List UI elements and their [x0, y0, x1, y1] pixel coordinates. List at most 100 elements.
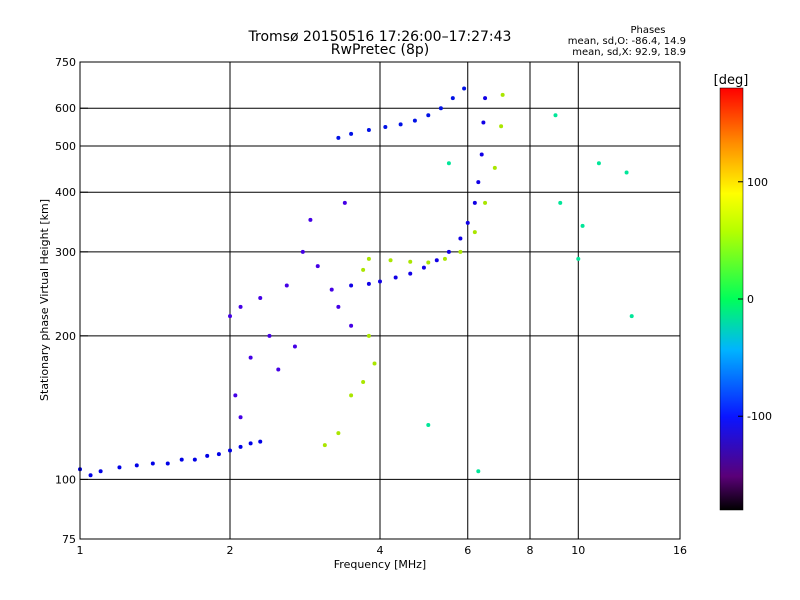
- data-point: [596, 161, 601, 166]
- x-axis-ticks: 1 2 4 6 8 10 16: [77, 544, 688, 557]
- data-point: [349, 323, 354, 328]
- data-point: [580, 223, 585, 228]
- data-point: [383, 125, 388, 130]
- data-point: [361, 267, 366, 272]
- data-point: [192, 457, 197, 462]
- data-point: [438, 106, 443, 111]
- data-point: [426, 113, 431, 118]
- phases-o-stats: mean, sd,O: -86.4, 14.9: [568, 36, 686, 47]
- data-point: [228, 448, 232, 453]
- chart-subtitle: RwPretec (8p): [331, 42, 429, 58]
- y-tick-label: 400: [55, 186, 76, 199]
- data-point: [342, 200, 347, 205]
- x-axis-label: Frequency [MHz]: [334, 558, 426, 571]
- data-point: [421, 265, 426, 270]
- y-tick-label: 300: [55, 246, 76, 259]
- data-point: [366, 256, 371, 261]
- data-point: [499, 124, 504, 129]
- data-point: [117, 465, 122, 470]
- data-point: [267, 333, 272, 338]
- data-point: [483, 96, 488, 101]
- colorbar-tick-label: -100: [747, 410, 772, 423]
- y-axis-ticks: 75 100 200 300 400 500 600 750: [55, 56, 88, 546]
- data-point: [446, 249, 451, 254]
- data-point: [134, 463, 139, 468]
- data-point: [366, 333, 371, 338]
- data-point: [228, 314, 232, 319]
- data-point: [216, 452, 221, 457]
- data-point: [88, 473, 93, 478]
- x-tick-label: 2: [227, 544, 234, 557]
- data-point: [472, 230, 477, 235]
- x-tick-label: 16: [673, 544, 687, 557]
- data-point: [292, 344, 297, 349]
- data-point: [258, 296, 263, 301]
- y-tick-label: 100: [55, 473, 76, 486]
- chart-title: Tromsø 20150516 17:26:00–17:27:43: [248, 29, 512, 45]
- x-tick-label: 4: [377, 544, 384, 557]
- colorbar-label: [deg]: [714, 73, 749, 88]
- data-point: [472, 200, 477, 205]
- data-point: [336, 135, 341, 140]
- colorbar-ticks: 100 0 -100: [738, 176, 772, 423]
- data-point: [336, 304, 341, 309]
- x-tick-label: 6: [464, 544, 471, 557]
- data-point: [393, 275, 398, 280]
- data-points: [78, 86, 634, 478]
- data-point: [398, 122, 403, 127]
- x-tick-label: 8: [527, 544, 534, 557]
- y-axis-label: Stationary phase Virtual Height [km]: [38, 199, 51, 401]
- data-point: [558, 200, 563, 205]
- data-point: [481, 120, 486, 125]
- data-point: [476, 469, 481, 474]
- data-point: [308, 217, 313, 222]
- data-point: [458, 236, 463, 241]
- plot-frame: [79, 61, 681, 540]
- data-point: [233, 393, 238, 398]
- y-tick-label: 750: [55, 56, 76, 69]
- data-point: [349, 283, 354, 288]
- data-point: [408, 271, 413, 276]
- data-point: [492, 165, 497, 170]
- data-point: [624, 170, 629, 175]
- data-point: [479, 152, 484, 157]
- data-point: [284, 283, 289, 288]
- y-tick-label: 500: [55, 140, 76, 153]
- data-point: [388, 258, 393, 263]
- data-point: [300, 249, 305, 254]
- data-point: [238, 444, 243, 449]
- data-point: [248, 355, 253, 360]
- data-point: [576, 256, 581, 261]
- data-point: [179, 457, 184, 462]
- data-point: [462, 86, 467, 91]
- x-tick-label: 10: [571, 544, 585, 557]
- data-point: [450, 96, 455, 101]
- data-point: [315, 264, 320, 269]
- y-tick-label: 75: [62, 533, 76, 546]
- data-point: [150, 461, 155, 466]
- data-point: [458, 249, 463, 254]
- data-point: [336, 431, 341, 436]
- data-point: [378, 279, 382, 284]
- phases-x-stats: mean, sd,X: 92.9, 18.9: [572, 47, 686, 58]
- data-point: [476, 180, 481, 185]
- data-point: [483, 200, 488, 205]
- data-point: [426, 260, 431, 265]
- data-point: [258, 439, 263, 444]
- data-point: [98, 469, 103, 474]
- y-tick-label: 600: [55, 102, 76, 115]
- data-point: [366, 128, 371, 133]
- data-point: [629, 314, 634, 319]
- data-point: [165, 461, 170, 466]
- data-point: [248, 441, 253, 446]
- phases-heading: Phases: [630, 25, 665, 36]
- x-tick-label: 1: [77, 544, 84, 557]
- data-point: [412, 118, 417, 123]
- data-point: [446, 161, 451, 166]
- data-point: [408, 259, 413, 264]
- data-point: [276, 367, 281, 372]
- data-point: [329, 287, 334, 292]
- colorbar-tick-label: 100: [747, 176, 768, 189]
- data-point: [349, 393, 354, 398]
- data-point: [442, 256, 447, 261]
